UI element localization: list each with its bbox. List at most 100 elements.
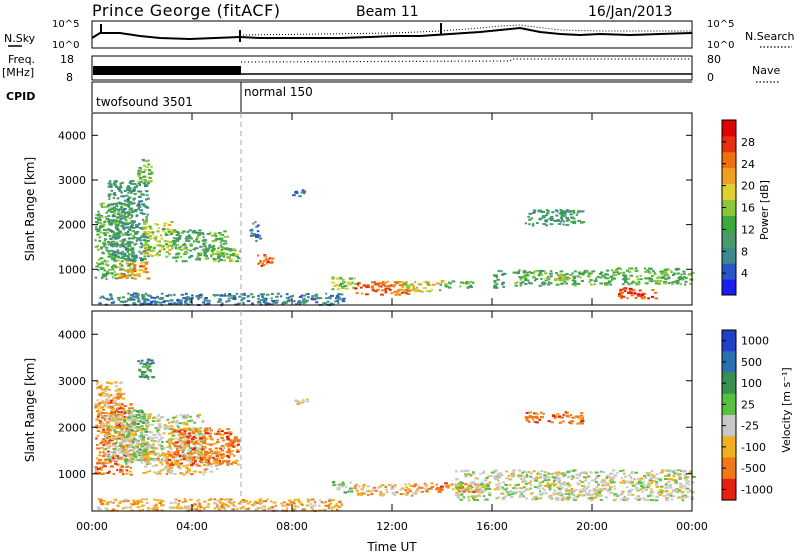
data-cell	[384, 488, 388, 491]
data-cell	[330, 509, 334, 512]
data-cell	[175, 430, 179, 433]
data-cell	[106, 437, 111, 439]
data-cell	[153, 498, 156, 501]
data-cell	[183, 430, 187, 433]
data-cell	[262, 508, 266, 511]
data-cell	[111, 221, 115, 224]
data-cell	[146, 358, 151, 361]
data-cell	[420, 290, 424, 293]
data-cell	[220, 506, 224, 509]
data-cell	[341, 504, 344, 507]
data-cell	[130, 411, 134, 414]
data-cell	[145, 418, 150, 421]
data-cell	[493, 476, 497, 479]
data-cell	[467, 496, 470, 499]
data-cell	[172, 419, 176, 422]
data-cell	[598, 273, 603, 276]
data-cell	[650, 470, 654, 473]
data-cell	[354, 287, 358, 290]
data-cell	[116, 223, 120, 226]
data-cell	[672, 470, 675, 473]
data-cell	[563, 280, 567, 283]
data-cell	[113, 180, 117, 183]
data-cell	[336, 297, 339, 300]
data-cell	[675, 472, 679, 475]
data-cell	[478, 495, 482, 498]
data-cell	[406, 287, 411, 290]
data-cell	[552, 218, 555, 221]
data-cell	[194, 247, 199, 250]
data-cell	[604, 284, 609, 286]
data-cell	[142, 182, 146, 185]
data-cell	[150, 444, 155, 447]
data-cell	[101, 400, 105, 403]
data-cell	[127, 450, 130, 453]
data-cell	[124, 410, 128, 413]
data-cell	[142, 234, 146, 237]
data-cell	[427, 488, 430, 490]
data-cell	[264, 500, 268, 503]
data-cell	[175, 234, 180, 236]
data-cell	[105, 217, 109, 220]
data-cell	[187, 448, 190, 451]
data-cell	[663, 282, 668, 285]
data-cell	[176, 463, 181, 466]
data-cell	[145, 226, 150, 229]
data-cell	[531, 416, 536, 418]
data-cell	[209, 443, 214, 446]
data-cell	[162, 432, 166, 435]
data-cell	[526, 416, 530, 419]
data-cell	[283, 501, 286, 504]
data-cell	[615, 268, 619, 271]
data-cell	[680, 277, 684, 279]
data-cell	[523, 274, 527, 277]
data-cell	[639, 274, 643, 277]
data-cell	[230, 297, 234, 300]
data-cell	[171, 442, 176, 445]
data-cell	[97, 258, 101, 261]
data-cell	[165, 294, 169, 297]
data-cell	[107, 396, 110, 399]
data-cell	[131, 255, 135, 258]
data-cell	[627, 494, 630, 497]
data-cell	[148, 444, 152, 447]
data-cell	[174, 461, 177, 464]
data-cell	[393, 290, 398, 293]
data-cell	[417, 283, 421, 286]
power-ylabel: Slant Range [km]	[23, 157, 37, 261]
data-cell	[227, 299, 231, 302]
data-cell	[124, 269, 128, 272]
data-cell	[473, 496, 477, 499]
data-cell	[156, 429, 159, 432]
data-cell	[542, 412, 545, 415]
data-cell	[186, 468, 191, 471]
data-cell	[459, 285, 462, 288]
data-cell	[568, 277, 571, 280]
data-cell	[645, 277, 648, 280]
data-cell	[217, 260, 221, 263]
data-cell	[164, 453, 168, 455]
data-cell	[197, 429, 201, 432]
data-cell	[118, 501, 122, 504]
data-cell	[422, 287, 427, 289]
data-cell	[137, 182, 141, 184]
data-cell	[527, 215, 530, 218]
data-cell	[510, 473, 515, 476]
data-cell	[109, 399, 114, 402]
data-cell	[287, 504, 291, 506]
data-cell	[134, 296, 137, 299]
data-cell	[106, 455, 110, 458]
data-cell	[228, 501, 232, 504]
data-cell	[130, 211, 135, 214]
data-cell	[122, 274, 127, 277]
data-cell	[243, 507, 247, 510]
data-cell	[127, 203, 131, 206]
data-cell	[129, 426, 132, 428]
data-cell	[122, 447, 127, 450]
data-cell	[189, 255, 194, 257]
data-cell	[152, 416, 156, 419]
data-cell	[613, 493, 618, 496]
data-cell	[148, 235, 153, 238]
data-cell	[563, 210, 567, 213]
data-cell	[460, 493, 464, 496]
